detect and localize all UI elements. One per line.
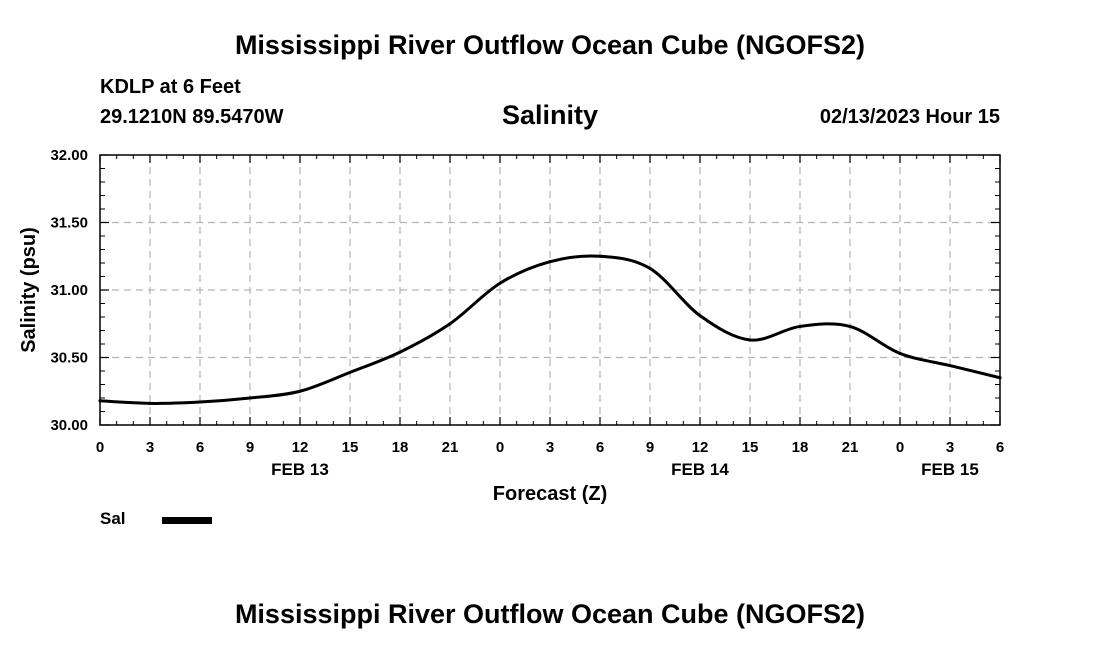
data-point — [448, 322, 452, 326]
axis-labels: 0 3 6 9 12 15 18 21 0 3 6 9 12 15 18 21 0 3 6 30.00 30.50 31.… — [50, 147, 1004, 479]
data-point — [248, 396, 252, 400]
x-tick-label: 15 — [342, 439, 359, 456]
data-point — [798, 324, 802, 328]
x-tick-label: 3 — [946, 439, 954, 456]
legend-label: Sal — [100, 509, 126, 528]
data-point — [148, 401, 152, 405]
x-tick-label: 21 — [442, 439, 459, 456]
data-point — [998, 376, 1002, 380]
date-label: FEB 13 — [271, 460, 329, 479]
data-point — [298, 389, 302, 393]
data-point — [648, 266, 652, 270]
footer-title: Mississippi River Outflow Ocean Cube (NG… — [234, 599, 866, 629]
data-point — [898, 351, 902, 355]
data-point — [598, 254, 602, 258]
chart-title: Mississippi River Outflow Ocean Cube (NG… — [234, 30, 866, 60]
x-tick-label: 12 — [292, 439, 309, 456]
x-tick-label: 3 — [146, 439, 154, 456]
axis-ticks — [99, 154, 1001, 426]
x-tick-label: 12 — [692, 439, 709, 456]
coordinates-label: 29.1210N 89.5470W — [100, 106, 284, 128]
data-point — [498, 281, 502, 285]
x-axis-label: Forecast (Z) — [493, 483, 607, 505]
x-tick-label: 0 — [96, 439, 104, 456]
y-tick-label: 30.50 — [50, 350, 88, 367]
x-tick-label: 15 — [742, 439, 759, 456]
timestamp-label: 02/13/2023 Hour 15 — [819, 106, 1000, 128]
x-tick-label: 18 — [392, 439, 409, 456]
x-tick-label: 6 — [596, 439, 604, 456]
data-point — [98, 399, 102, 403]
y-tick-label: 31.50 — [50, 215, 88, 232]
data-point — [948, 364, 952, 368]
y-axis-label: Salinity (psu) — [18, 227, 40, 353]
station-label: KDLP at 6 Feet — [100, 76, 241, 98]
data-point — [698, 314, 702, 318]
data-point — [548, 260, 552, 264]
legend-swatch — [162, 517, 212, 524]
series-points — [98, 254, 1002, 405]
date-label: FEB 15 — [921, 460, 979, 479]
x-tick-label: 3 — [546, 439, 554, 456]
x-tick-label: 18 — [792, 439, 809, 456]
data-point — [748, 338, 752, 342]
date-label: FEB 14 — [671, 460, 729, 479]
y-tick-label: 32.00 — [50, 147, 88, 164]
x-tick-label: 6 — [996, 439, 1004, 456]
x-tick-label: 9 — [646, 439, 654, 456]
data-point — [398, 350, 402, 354]
y-tick-label: 30.00 — [50, 417, 88, 434]
x-tick-label: 0 — [496, 439, 504, 456]
data-point — [848, 324, 852, 328]
data-point — [198, 400, 202, 404]
x-tick-label: 9 — [246, 439, 254, 456]
plot-title: Salinity — [501, 100, 599, 130]
x-tick-label: 0 — [896, 439, 904, 456]
x-tick-label: 6 — [196, 439, 204, 456]
x-tick-label: 21 — [842, 439, 859, 456]
y-tick-label: 31.00 — [50, 282, 88, 299]
grid — [100, 155, 1000, 425]
data-point — [348, 370, 352, 374]
